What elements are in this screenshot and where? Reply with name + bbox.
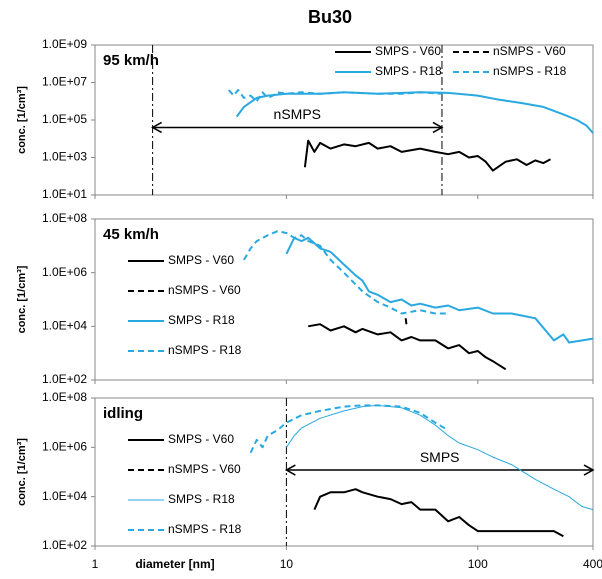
legend-label: nSMPS - R18 [493, 64, 567, 78]
series-line [243, 230, 449, 315]
legend-label: SMPS - R18 [168, 313, 235, 327]
x-tick-label: 10 [280, 557, 294, 571]
y-tick-label: 1.0E+02 [42, 538, 87, 552]
range-label: nSMPS [274, 106, 321, 122]
arrow-head [583, 464, 595, 476]
legend-label: SMPS - V60 [168, 432, 234, 446]
x-tick-label: 400 [583, 557, 602, 571]
y-tick-label: 1.0E+05 [42, 112, 87, 126]
y-tick-label: 1.0E+03 [42, 150, 87, 164]
y-tick-label: 1.0E+04 [42, 319, 87, 333]
y-axis-label: conc. [1/cm³] [16, 438, 28, 506]
legend-label: nSMPS - R18 [168, 343, 242, 357]
y-tick-label: 1.0E+01 [42, 187, 87, 201]
series-line [303, 139, 551, 172]
x-tick-label: 1 [92, 557, 99, 571]
y-tick-label: 1.0E+08 [42, 211, 87, 225]
arrow-head [432, 121, 444, 134]
y-axis-label: conc. [1/cm³] [16, 265, 28, 333]
panel-label: 95 km/h [103, 52, 159, 69]
x-tick-label: 100 [468, 557, 488, 571]
series-line [308, 323, 507, 371]
series-line [285, 404, 594, 511]
legend-label: nSMPS - V60 [168, 283, 241, 297]
plot-frame [94, 218, 594, 381]
range-label: SMPS [420, 449, 460, 465]
legend-label: SMPS - V60 [168, 253, 234, 267]
y-tick-label: 1.0E+08 [42, 390, 87, 404]
y-axis-label: conc. [1/cm³] [16, 86, 28, 154]
legend-label: nSMPS - R18 [168, 522, 242, 536]
arrow-head [284, 464, 296, 476]
series-line [249, 404, 449, 454]
legend-label: nSMPS - V60 [493, 44, 566, 58]
legend-label: nSMPS - V60 [168, 462, 241, 476]
x-axis-label: diameter [nm] [135, 557, 214, 571]
series-line [228, 89, 443, 103]
y-tick-label: 1.0E+02 [42, 372, 87, 386]
y-tick-label: 1.0E+06 [42, 440, 87, 454]
y-tick-label: 1.0E+09 [42, 37, 87, 51]
legend-label: SMPS - V60 [375, 44, 441, 58]
chart-title: Bu30 [308, 7, 352, 27]
series-line [404, 318, 408, 327]
arrow-head [151, 121, 162, 134]
panel-label: 45 km/h [103, 226, 159, 243]
legend-label: SMPS - R18 [375, 64, 442, 78]
series-line [313, 488, 564, 538]
series-line [285, 236, 594, 344]
y-tick-label: 1.0E+07 [42, 75, 87, 89]
y-tick-label: 1.0E+06 [42, 265, 87, 279]
legend-label: SMPS - R18 [168, 492, 235, 506]
y-tick-label: 1.0E+04 [42, 489, 87, 503]
panel-label: idling [103, 405, 143, 422]
plot-frame [94, 397, 594, 547]
